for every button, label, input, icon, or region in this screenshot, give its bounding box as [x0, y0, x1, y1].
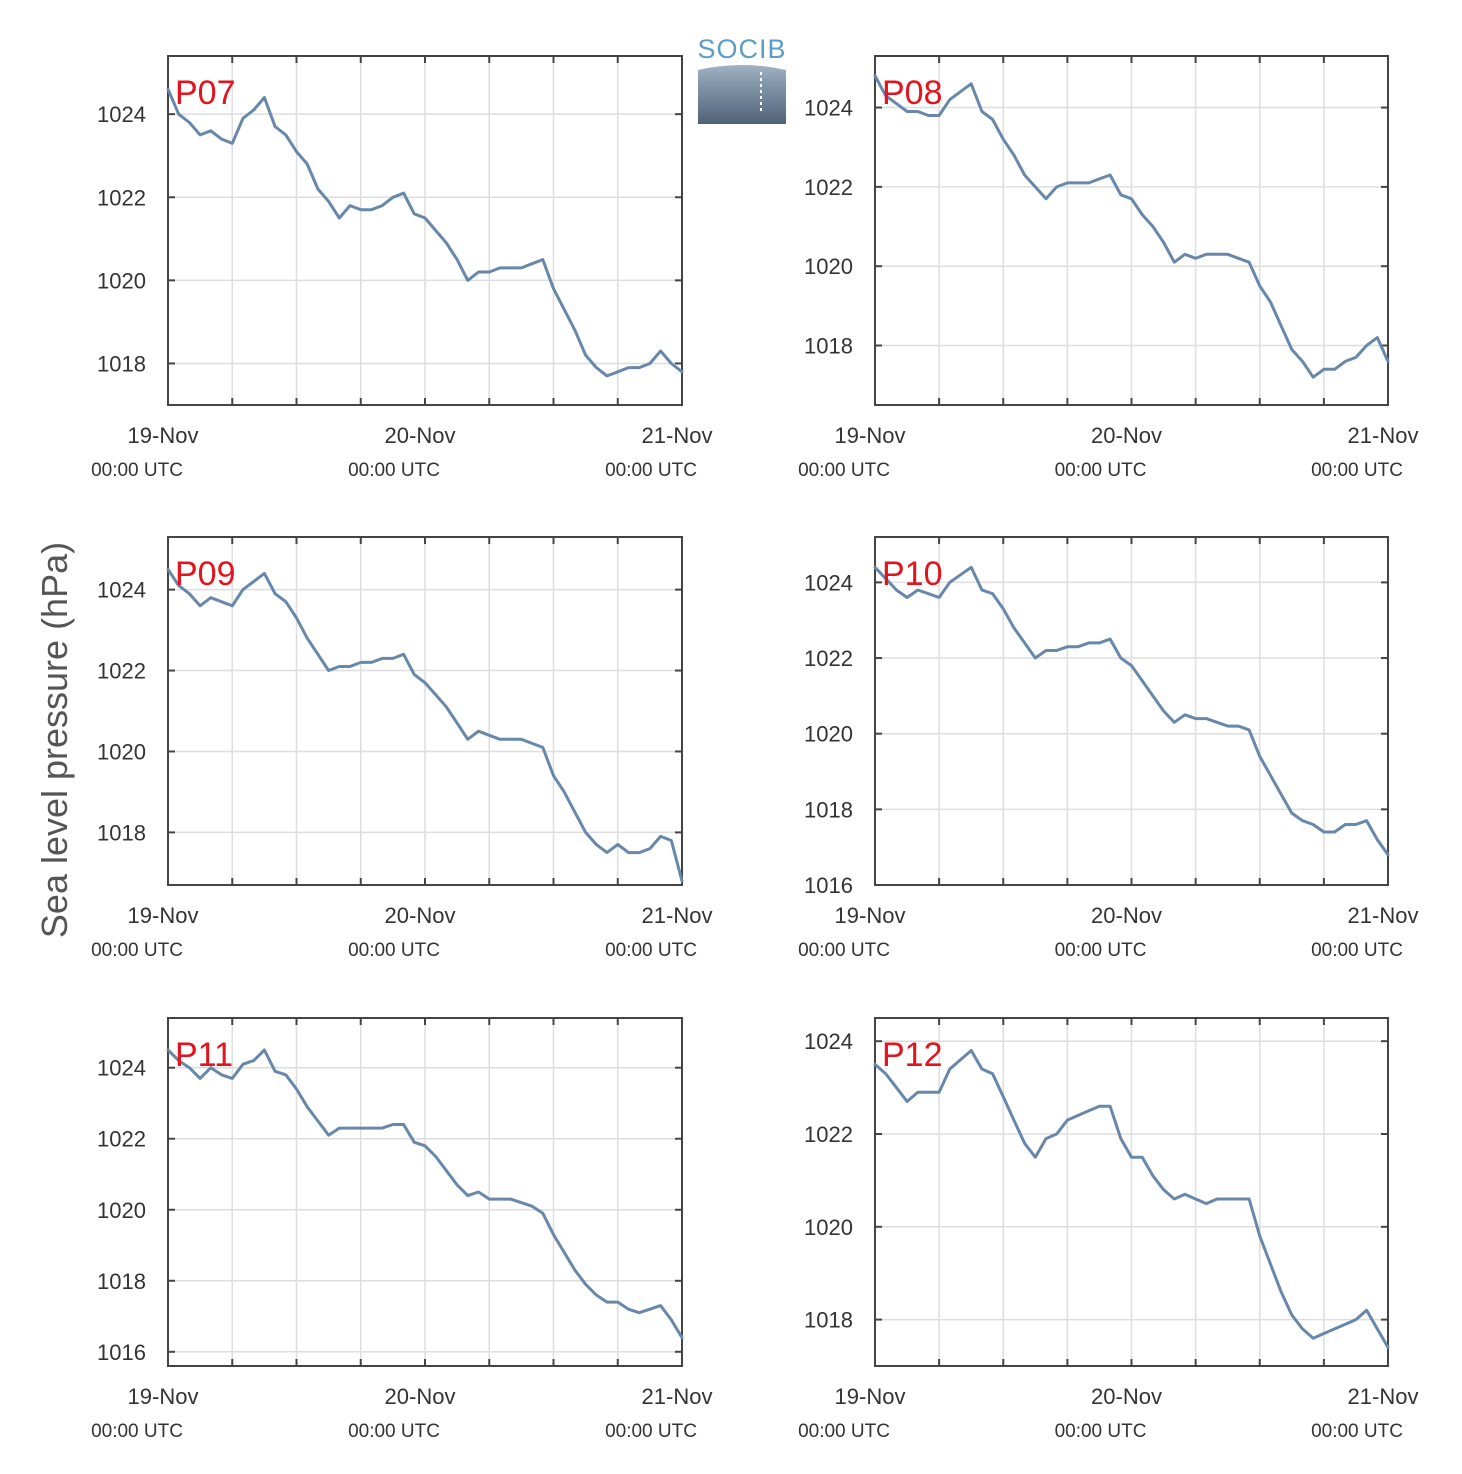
y-tick-label: 1018	[97, 351, 146, 376]
x-tick-sublabel: 00:00 UTC	[91, 1421, 183, 1442]
series-line	[166, 1048, 684, 1340]
x-tick-sublabel: 00:00 UTC	[1055, 940, 1147, 961]
x-tick-sublabel: 00:00 UTC	[798, 940, 890, 961]
x-tick-label: 20-Nov	[385, 423, 456, 448]
y-tick-label: 1020	[804, 722, 853, 747]
panel-p11: 1016 1018 1020 1022 1024 19-Nov 00:00 UTC 20-No…	[91, 1017, 713, 1442]
panel-p12: 1018 1020 1022 1024 19-Nov 00:00 UTC 20-Nov 00:…	[798, 1017, 1419, 1442]
x-tick-label: 20-Nov	[1091, 903, 1162, 928]
y-tick-label: 1022	[97, 1127, 146, 1152]
x-tick-label: 20-Nov	[385, 1384, 456, 1409]
y-tick-label: 1020	[804, 1215, 853, 1240]
x-tick-label: 20-Nov	[1091, 1384, 1162, 1409]
x-tick-label: 19-Nov	[835, 1384, 906, 1409]
y-tick-label: 1016	[804, 873, 853, 898]
x-tick-sublabel: 00:00 UTC	[1311, 940, 1403, 961]
series-line	[873, 74, 1390, 379]
y-tick-label: 1020	[97, 1198, 146, 1223]
y-axis-title: Sea level pressure (hPa)	[34, 542, 75, 938]
y-tick-label: 1018	[804, 334, 853, 359]
y-tick-label: 1018	[97, 820, 146, 845]
socib-logo: SOCIB	[697, 34, 786, 124]
x-tick-label: 21-Nov	[642, 423, 713, 448]
x-tick-label: 19-Nov	[128, 903, 199, 928]
y-tick-label: 1018	[97, 1269, 146, 1294]
panel-p10: 1016 1018 1020 1022 1024 19-Nov 00:00 UTC 20-No…	[798, 536, 1419, 961]
panel-label: P08	[882, 74, 943, 112]
x-tick-label: 21-Nov	[642, 1384, 713, 1409]
x-tick-label: 21-Nov	[642, 903, 713, 928]
x-tick-sublabel: 00:00 UTC	[798, 1421, 890, 1442]
y-tick-label: 1024	[804, 96, 853, 121]
x-tick-sublabel: 00:00 UTC	[91, 940, 183, 961]
series-line	[873, 1049, 1390, 1349]
series-line	[166, 567, 684, 883]
x-tick-label: 19-Nov	[835, 423, 906, 448]
y-tick-label: 1024	[97, 1056, 146, 1081]
y-tick-label: 1024	[804, 570, 853, 595]
y-tick-label: 1022	[804, 175, 853, 200]
panel-label: P12	[882, 1036, 943, 1074]
panels: 1018 1020 1022 1024 19-Nov 00:00 UTC 20-Nov 00:…	[91, 55, 1419, 1442]
panel-p07: 1018 1020 1022 1024 19-Nov 00:00 UTC 20-Nov 00:…	[91, 55, 713, 481]
x-tick-label: 19-Nov	[128, 1384, 199, 1409]
x-tick-label: 20-Nov	[1091, 423, 1162, 448]
series-line	[166, 87, 684, 378]
panel-p08: 1018 1020 1022 1024 19-Nov 00:00 UTC 20-Nov 00:…	[798, 55, 1419, 481]
y-tick-label: 1022	[97, 659, 146, 684]
x-tick-label: 21-Nov	[1348, 1384, 1419, 1409]
series-line	[873, 565, 1390, 857]
y-tick-label: 1016	[97, 1340, 146, 1365]
y-tick-label: 1020	[804, 254, 853, 279]
y-tick-label: 1022	[804, 646, 853, 671]
y-tick-label: 1020	[97, 268, 146, 293]
x-tick-sublabel: 00:00 UTC	[605, 1421, 697, 1442]
x-tick-sublabel: 00:00 UTC	[798, 460, 890, 481]
x-tick-label: 19-Nov	[128, 423, 199, 448]
socib-logo-text: SOCIB	[697, 34, 786, 64]
x-tick-sublabel: 00:00 UTC	[348, 940, 440, 961]
y-tick-label: 1018	[804, 1308, 853, 1333]
x-tick-sublabel: 00:00 UTC	[605, 460, 697, 481]
panel-label: P09	[175, 555, 236, 593]
y-tick-label: 1024	[804, 1029, 853, 1054]
x-tick-sublabel: 00:00 UTC	[348, 460, 440, 481]
panel-label: P11	[175, 1036, 233, 1074]
x-tick-sublabel: 00:00 UTC	[605, 940, 697, 961]
panel-label: P10	[882, 555, 943, 593]
socib-logo-wave-icon	[698, 65, 786, 124]
x-tick-sublabel: 00:00 UTC	[1055, 1421, 1147, 1442]
x-tick-label: 21-Nov	[1348, 423, 1419, 448]
y-tick-label: 1018	[804, 797, 853, 822]
panel-label: P07	[175, 74, 236, 112]
y-tick-label: 1020	[97, 739, 146, 764]
x-tick-sublabel: 00:00 UTC	[1311, 460, 1403, 481]
y-tick-label: 1022	[97, 185, 146, 210]
x-tick-label: 19-Nov	[835, 903, 906, 928]
panel-p09: 1018 1020 1022 1024 19-Nov 00:00 UTC 20-Nov 00:…	[91, 536, 713, 961]
y-tick-label: 1022	[804, 1122, 853, 1147]
y-tick-label: 1024	[97, 578, 146, 603]
y-tick-label: 1024	[97, 102, 146, 127]
x-tick-sublabel: 00:00 UTC	[348, 1421, 440, 1442]
x-tick-label: 21-Nov	[1348, 903, 1419, 928]
x-tick-sublabel: 00:00 UTC	[1055, 460, 1147, 481]
x-tick-sublabel: 00:00 UTC	[1311, 1421, 1403, 1442]
x-tick-sublabel: 00:00 UTC	[91, 460, 183, 481]
x-tick-label: 20-Nov	[385, 903, 456, 928]
